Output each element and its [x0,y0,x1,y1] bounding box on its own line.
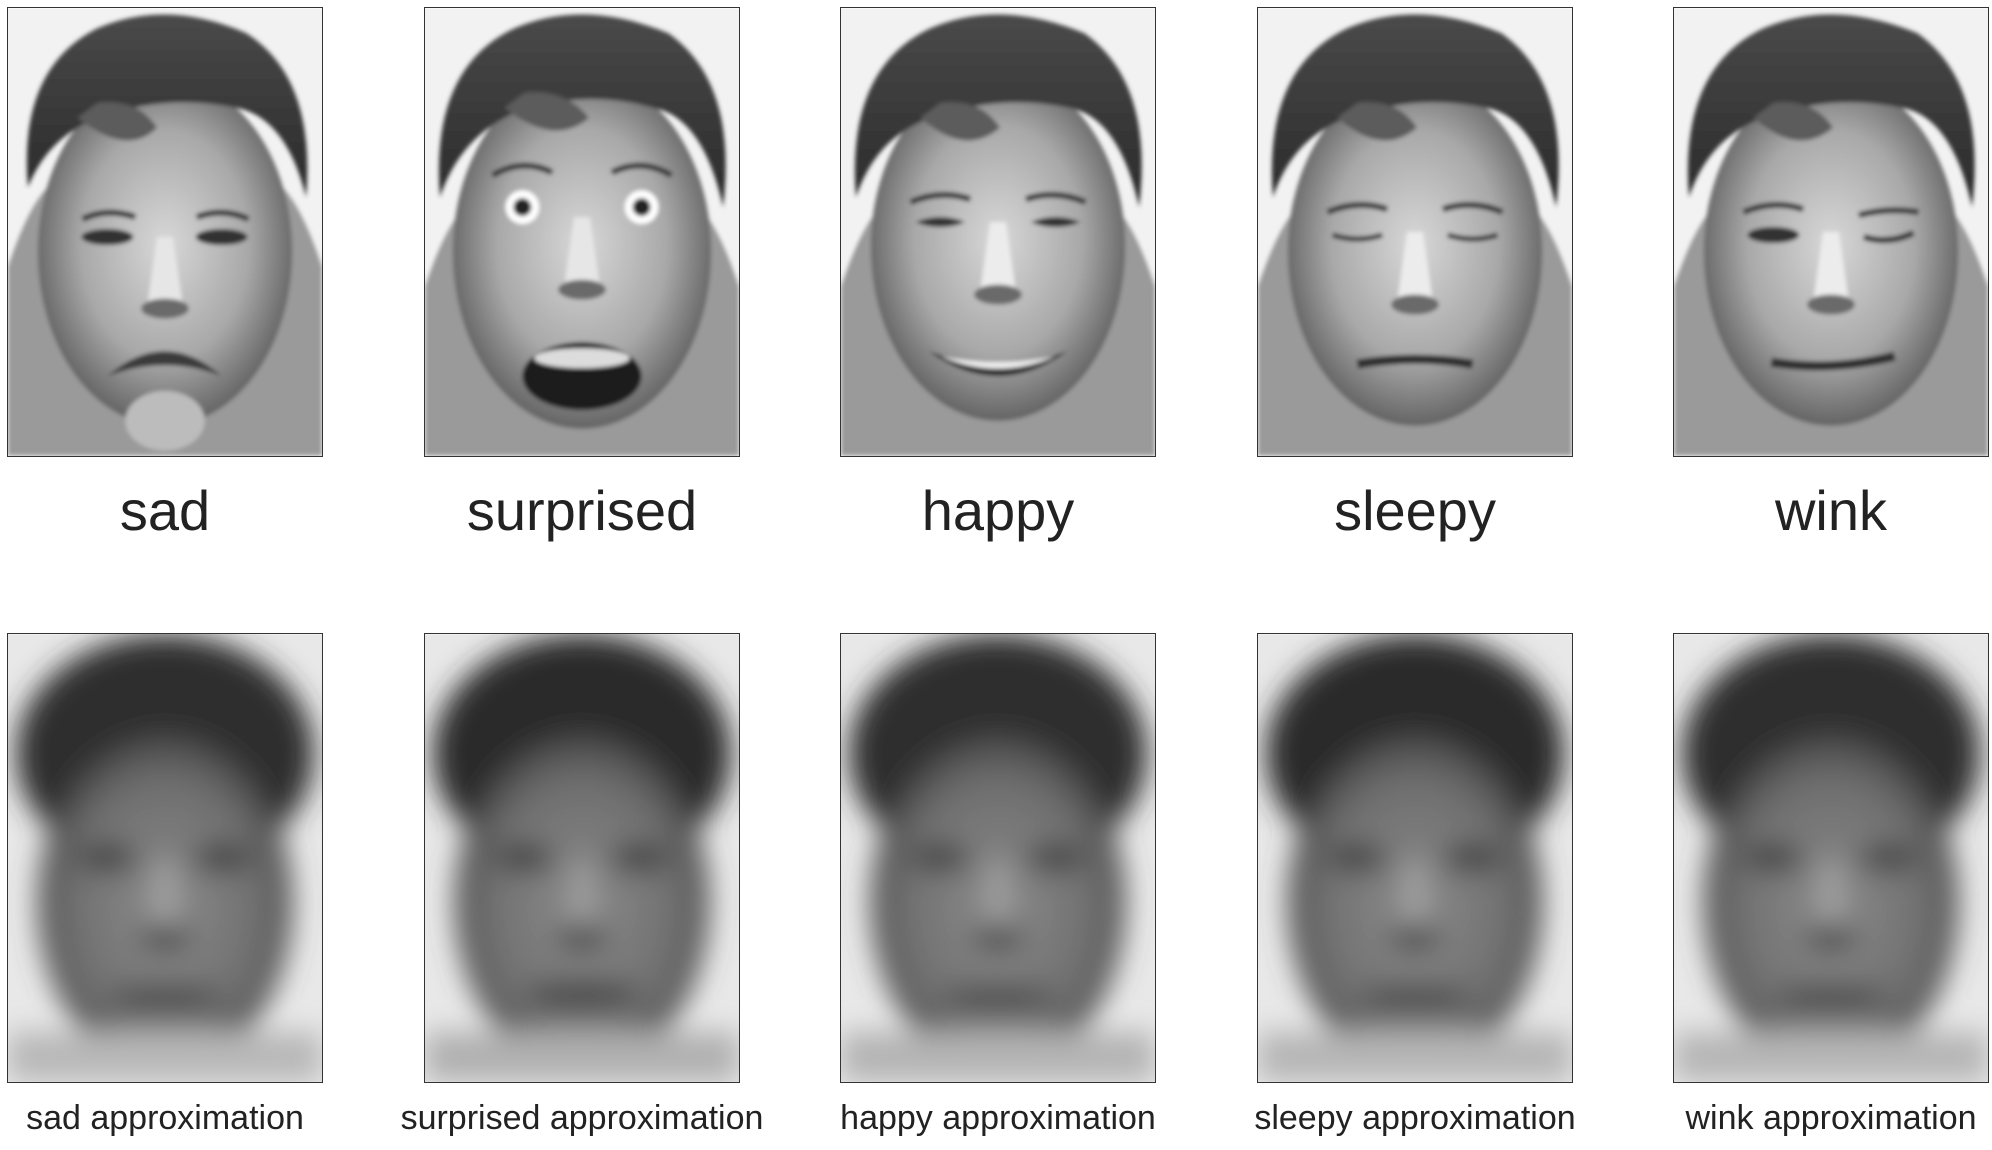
face-photo-surprised [424,7,740,457]
face-approx-sad-graphic [8,634,322,1082]
face-approx-happy [840,633,1156,1083]
label-surprised: surprised [466,479,698,542]
label-sad-approximation: sad approximation [26,1099,304,1137]
label-happy-approximation: happy approximation [840,1099,1156,1137]
face-approx-sad [7,633,323,1083]
face-approx-surprised [424,633,740,1083]
face-photo-sleepy-graphic [1258,8,1572,456]
face-photo-wink [1673,7,1989,457]
face-approx-wink-graphic [1674,634,1988,1082]
face-photo-wink-graphic [1674,8,1988,456]
face-photo-sleepy [1257,7,1573,457]
face-approx-sleepy-graphic [1258,634,1572,1082]
face-photo-sad [7,7,323,457]
face-photo-happy [840,7,1156,457]
label-sleepy-approximation: sleepy approximation [1254,1099,1576,1137]
face-photo-happy-graphic [841,8,1155,456]
face-photo-surprised-graphic [425,8,739,456]
face-approx-happy-graphic [841,634,1155,1082]
label-sleepy: sleepy [1334,479,1496,542]
face-photo-sad-graphic [8,8,322,456]
label-wink: wink [1774,479,1888,542]
face-approx-surprised-graphic [425,634,739,1082]
label-happy: happy [921,479,1075,542]
label-sad: sad [119,479,211,542]
label-wink-approximation: wink approximation [1685,1099,1977,1137]
face-approx-sleepy [1257,633,1573,1083]
label-surprised-approximation: surprised approximation [400,1099,764,1137]
face-approx-wink [1673,633,1989,1083]
